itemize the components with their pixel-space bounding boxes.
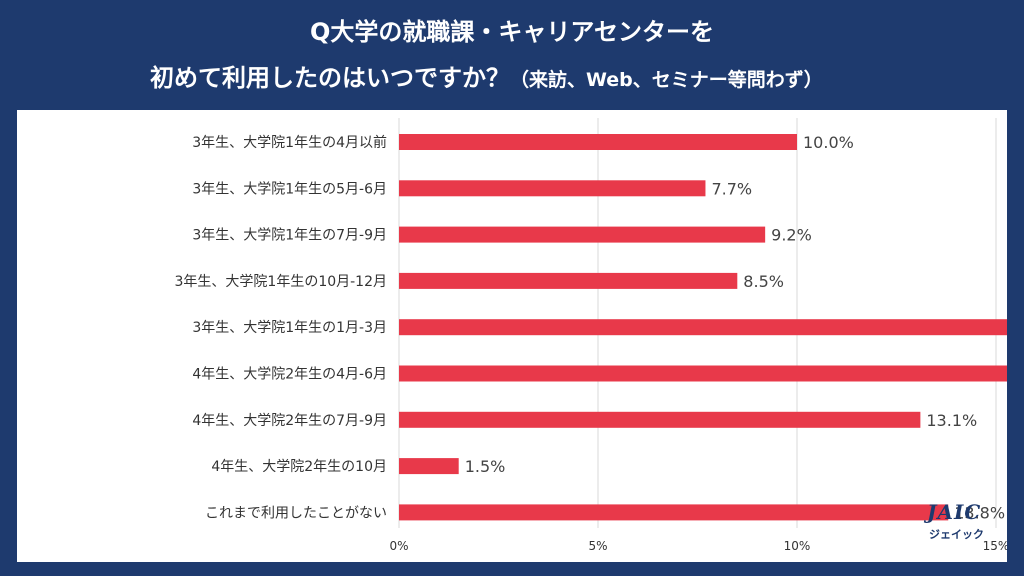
bar [399,365,1007,382]
category-label: 4年生、大学院2年生の10月 [211,459,387,475]
category-label: 3年生、大学院1年生の7月-9月 [192,228,387,244]
title-line-2-main: 初めて利用したのはいつですか？ [150,64,510,92]
data-label: 7.7% [711,179,752,198]
chart-title: Q大学の就職課・キャリアセンターを 初めて利用したのはいつですか？（来訪、Web… [0,0,1024,110]
category-label: 4年生、大学院2年生の7月-9月 [192,413,387,429]
data-label: 13.1% [926,411,977,430]
bar [399,226,766,243]
bar [399,411,921,428]
category-label: 3年生、大学院1年生の5月-6月 [192,181,387,197]
category-label: 3年生、大学院1年生の4月以前 [192,134,387,151]
data-label: 8.5% [743,272,784,291]
category-label: 3年生、大学院1年生の10月-12月 [175,274,388,290]
data-label: 13.8% [954,503,1005,522]
data-label: 9.2% [771,226,812,245]
category-label: これまで利用したことがない [205,505,387,521]
data-label: 10.0% [803,133,854,152]
bar [399,180,706,197]
x-tick-label: 0% [389,539,408,553]
chart-panel: 0%5%10%15%20%25%3年生、大学院1年生の4月以前10.0%3年生、… [17,110,1007,562]
jaic-logo: JAIC ジェイック [915,500,995,550]
bar [399,272,738,289]
bar [399,458,459,475]
title-line-2-sub: （来訪、Web、セミナー等問わず） [510,69,823,91]
bar-chart: 0%5%10%15%20%25%3年生、大学院1年生の4月以前10.0%3年生、… [175,118,1007,553]
x-tick-label: 10% [784,539,811,553]
title-line-2: 初めて利用したのはいつですか？（来訪、Web、セミナー等問わず） [150,58,823,93]
bar [399,504,949,521]
bar [399,134,797,150]
category-label: 4年生、大学院2年生の4月-6月 [192,367,387,383]
title-line-1: Q大学の就職課・キャリアセンターを [310,18,714,46]
logo-kana: ジェイック [929,528,984,541]
category-label: 3年生、大学院1年生の1月-3月 [192,320,387,336]
bar [399,319,1007,336]
data-label: 1.5% [465,457,506,476]
x-tick-label: 15% [983,539,1007,553]
logo-brand: JAIC [927,500,982,524]
x-tick-label: 5% [588,539,607,553]
